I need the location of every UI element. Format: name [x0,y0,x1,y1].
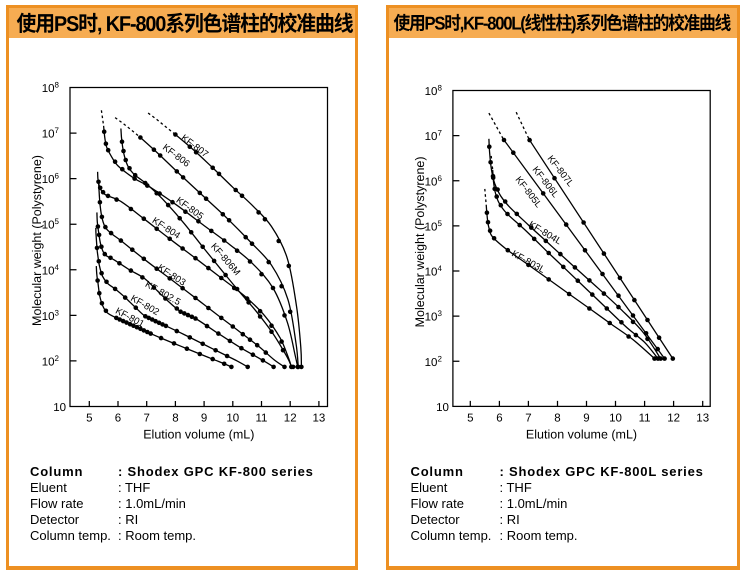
svg-text:7: 7 [143,413,149,425]
svg-text:10: 10 [436,402,449,414]
svg-text:108: 108 [425,84,443,99]
svg-text:KF-803L: KF-803L [510,249,547,276]
svg-text:107: 107 [425,129,443,144]
svg-text:6: 6 [496,412,502,424]
svg-text:5: 5 [86,413,92,425]
svg-text:KF-804L: KF-804L [526,219,563,247]
svg-text:13: 13 [313,413,326,425]
svg-text:9: 9 [583,412,589,424]
svg-text:103: 103 [42,308,60,323]
svg-text:8: 8 [554,412,560,424]
svg-text:105: 105 [42,217,60,232]
svg-text:106: 106 [42,172,60,187]
svg-text:12: 12 [667,412,680,424]
svg-text:102: 102 [42,354,60,369]
svg-text:11: 11 [639,412,651,424]
svg-text:13: 13 [696,412,709,424]
svg-text:105: 105 [425,219,443,234]
svg-text:104: 104 [42,263,60,278]
svg-text:5: 5 [467,412,473,424]
svg-text:10: 10 [609,412,622,424]
svg-text:11: 11 [256,413,268,425]
svg-text:Molecular weight (Polystyrene): Molecular weight (Polystyrene) [30,155,44,326]
svg-text:8: 8 [172,413,178,425]
svg-text:9: 9 [201,413,207,425]
svg-text:12: 12 [284,413,297,425]
svg-text:7: 7 [525,412,531,424]
svg-text:Elution volume (mL): Elution volume (mL) [526,427,637,441]
svg-text:103: 103 [425,309,443,324]
svg-text:104: 104 [425,264,443,279]
svg-text:Molecular weight (Polystyrene): Molecular weight (Polystyrene) [413,156,427,327]
svg-text:102: 102 [425,354,443,369]
svg-text:107: 107 [42,126,60,141]
svg-text:KF-803: KF-803 [155,262,187,288]
svg-text:10: 10 [226,413,239,425]
svg-text:108: 108 [42,81,60,96]
svg-text:10: 10 [53,402,66,414]
svg-text:106: 106 [425,174,443,189]
svg-text:Elution volume (mL): Elution volume (mL) [143,428,254,442]
svg-text:6: 6 [115,413,121,425]
